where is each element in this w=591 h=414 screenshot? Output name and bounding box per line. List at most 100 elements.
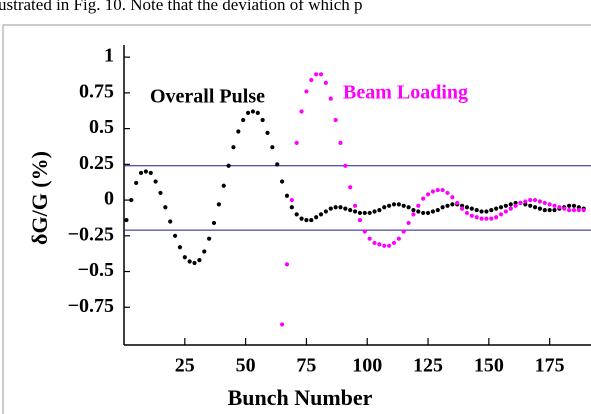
data-point — [314, 215, 319, 220]
data-point — [328, 206, 333, 211]
x-tick-label: 25 — [175, 355, 195, 377]
data-point — [177, 245, 183, 250]
data-point — [357, 210, 363, 216]
data-point — [387, 203, 392, 208]
data-point — [367, 210, 372, 216]
legend-label: Overall Pulse — [150, 86, 265, 108]
data-point — [430, 189, 436, 194]
data-point — [537, 206, 543, 211]
data-point — [221, 183, 226, 188]
data-point — [362, 210, 367, 216]
data-point — [425, 210, 431, 216]
data-point — [187, 259, 192, 264]
data-point — [236, 129, 241, 134]
data-point — [489, 207, 494, 213]
data-point — [406, 220, 411, 226]
data-point — [547, 202, 552, 207]
data-point — [503, 203, 508, 208]
header-text: ustrated in Fig. 10. Note that the devia… — [0, 0, 363, 14]
data-point — [532, 197, 538, 203]
y-tick-label: 0.75 — [79, 80, 114, 102]
data-point — [503, 209, 508, 214]
data-point — [299, 109, 304, 114]
data-point — [352, 209, 358, 214]
data-point — [377, 242, 382, 247]
data-point — [245, 110, 251, 115]
data-point — [435, 207, 440, 213]
data-point — [289, 205, 294, 210]
data-point — [323, 209, 328, 214]
data-point — [552, 207, 557, 213]
y-tick-label: −0.25 — [68, 223, 114, 245]
y-tick-label: 0.5 — [89, 116, 114, 138]
data-point — [479, 209, 484, 214]
y-tick-label: 0 — [104, 188, 114, 210]
data-point — [299, 216, 304, 221]
x-axis-title: Bunch Number — [228, 385, 373, 410]
data-point — [362, 229, 367, 234]
data-point — [425, 192, 431, 197]
data-point — [158, 190, 163, 196]
data-point — [357, 217, 363, 223]
data-point — [241, 117, 246, 123]
data-point — [440, 187, 445, 193]
data-point — [343, 163, 348, 168]
data-point — [484, 216, 489, 221]
data-point — [421, 196, 426, 201]
data-point — [537, 199, 543, 204]
data-point — [333, 205, 338, 210]
data-point — [508, 202, 513, 207]
data-point — [211, 220, 217, 226]
x-tick-label: 100 — [352, 355, 382, 377]
data-point — [129, 197, 134, 203]
data-point — [294, 212, 299, 217]
data-point — [455, 200, 460, 206]
data-point — [421, 210, 426, 216]
data-point — [338, 205, 343, 210]
data-point — [323, 80, 328, 85]
data-point — [343, 206, 348, 211]
data-point — [416, 203, 421, 208]
data-point — [255, 110, 260, 115]
data-point — [391, 240, 397, 246]
data-point — [192, 260, 197, 266]
data-point — [401, 203, 406, 208]
data-point — [474, 215, 479, 220]
data-point — [294, 140, 299, 146]
y-tick-label: 0.25 — [79, 152, 114, 174]
data-point — [523, 199, 528, 204]
data-point — [348, 185, 353, 190]
data-point — [406, 205, 411, 210]
data-point — [528, 203, 533, 208]
data-point — [197, 258, 202, 263]
data-point — [391, 202, 397, 207]
data-point — [314, 72, 319, 77]
y-tick-label: −0.5 — [78, 259, 114, 281]
data-point — [498, 212, 504, 217]
data-point — [318, 72, 324, 77]
data-point — [352, 203, 358, 208]
data-point — [528, 197, 533, 203]
data-point — [440, 205, 445, 210]
data-point — [450, 202, 455, 207]
data-point — [202, 249, 207, 254]
data-point — [581, 207, 586, 213]
data-point — [338, 140, 343, 146]
data-point — [464, 205, 470, 210]
data-point — [571, 203, 577, 208]
data-point — [250, 109, 256, 114]
data-point — [469, 213, 474, 218]
data-point — [396, 202, 401, 207]
data-point — [279, 322, 285, 327]
data-point — [464, 210, 470, 216]
data-point — [532, 205, 538, 210]
y-tick-label: 1 — [104, 45, 114, 67]
data-point — [172, 233, 178, 238]
data-point — [557, 205, 562, 210]
data-point — [567, 207, 572, 213]
data-point — [284, 262, 290, 267]
data-point — [484, 209, 489, 214]
x-tick-label: 150 — [474, 355, 504, 377]
data-point — [275, 162, 280, 167]
